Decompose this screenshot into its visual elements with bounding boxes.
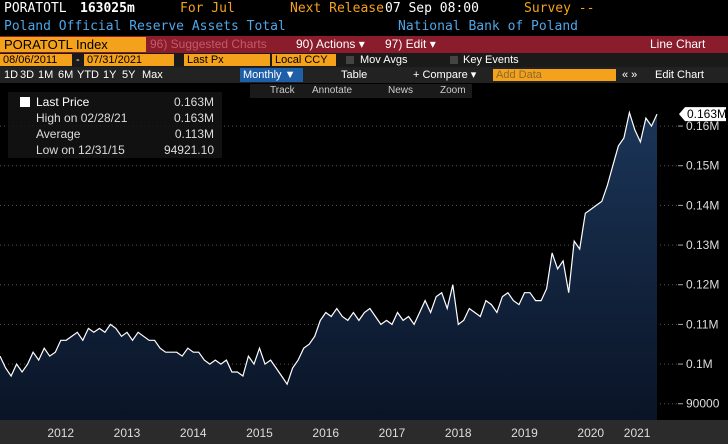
price-line [0, 110, 658, 386]
currency[interactable]: Local CCY [272, 54, 336, 66]
period-button[interactable]: Max [142, 69, 163, 81]
chart-tool[interactable]: Zoom [440, 85, 466, 96]
legend-label: Last Price [36, 95, 90, 109]
y-tick-label: 0.13M [686, 238, 719, 252]
y-tick-label: 0.11M [686, 317, 718, 331]
field[interactable]: Last Px [184, 54, 270, 66]
period-button[interactable]: 6M [58, 69, 74, 81]
chart: 90000 0.1M 0.11M 0.12M 0.13M 0.14M 0.15M 0.16M 2… [0, 107, 728, 444]
source: National Bank of Poland [398, 19, 579, 34]
y-tick-label: 0.14M [686, 198, 719, 212]
chart-tool[interactable]: News [388, 85, 414, 96]
legend-label: Average [36, 127, 81, 141]
suggested-charts[interactable]: 96) Suggested Charts [150, 37, 267, 51]
chart-tool[interactable]: Track [270, 85, 295, 96]
mov-avgs[interactable]: Mov Avgs [360, 54, 408, 66]
menu-bar: PORATOTL Index 96) Suggested Charts 90) … [0, 36, 728, 53]
x-tick-label: 2012 [47, 426, 74, 440]
y-tick-label: 0.15M [686, 159, 719, 173]
ticker: PORATOTL [4, 1, 67, 16]
security-input[interactable]: PORATOTL Index [0, 37, 146, 52]
chart-tool[interactable]: Annotate [312, 85, 353, 96]
x-tick-label: 2021 [624, 426, 651, 440]
x-tick-label: 2014 [180, 426, 207, 440]
x-tick-label: 2015 [246, 426, 273, 440]
period-button[interactable]: YTD [77, 69, 99, 81]
x-tick-label: 2018 [445, 426, 472, 440]
security-name: Poland Official Reserve Assets Total [4, 19, 286, 34]
y-tick-label: 0.12M [686, 278, 719, 292]
legend-label: High on 02/28/21 [36, 111, 128, 125]
header-row: PORATOTL 163025m For Jul Next Release 07… [0, 0, 728, 18]
chart-tools: Track Annotate News Zoom [250, 84, 472, 98]
edit-chart[interactable]: Edit Chart [655, 69, 704, 81]
legend-value: 0.163M [173, 111, 214, 125]
period-button[interactable]: 3D [20, 69, 35, 81]
x-tick-label: 2017 [379, 426, 406, 440]
next-release: 07 Sep 08:00 [385, 1, 479, 16]
checkbox[interactable] [346, 56, 354, 64]
view-name: Line Chart [650, 37, 706, 51]
table-button[interactable]: Table [341, 69, 368, 81]
date-separator: - [76, 54, 80, 66]
x-tick-label: 2019 [511, 426, 538, 440]
legend-value: 0.113M [174, 127, 214, 141]
legend: Last Price 0.163M High on 02/28/21 0.163M Av… [8, 92, 222, 158]
settings-bar: 08/06/2011 - 07/31/2021 Last Px Local CC… [0, 53, 728, 67]
last-value-tag [679, 107, 726, 122]
edit-menu[interactable]: 97) Edit ▾ [385, 37, 436, 51]
period: For Jul [180, 1, 235, 16]
add-data[interactable]: Add Data [493, 69, 616, 81]
checkbox[interactable] [450, 56, 458, 64]
x-tick-label: 2013 [114, 426, 141, 440]
x-tick-label: 2020 [577, 426, 604, 440]
end-date[interactable]: 07/31/2021 [84, 54, 174, 66]
period-button[interactable]: 1M [38, 69, 54, 81]
y-tick-label: 90000 [686, 397, 720, 411]
area-fill [0, 112, 657, 420]
period-button[interactable]: 1Y [103, 69, 117, 81]
legend-value: 94921.10 [163, 143, 214, 157]
legend-value: 0.163M [173, 95, 214, 109]
toolbar: Monthly ▼ Table + Compare ▾ Add Data « »… [0, 67, 728, 83]
scroll-buttons[interactable]: « » [622, 69, 638, 81]
survey: Survey -- [524, 1, 595, 16]
y-tick-label: 0.1M [686, 357, 713, 371]
compare-button[interactable]: + Compare ▾ [413, 69, 477, 81]
legend-swatch [20, 97, 30, 107]
period-button[interactable]: 5Y [122, 69, 136, 81]
x-tick-label: 2016 [312, 426, 339, 440]
frequency[interactable]: Monthly ▼ [240, 68, 303, 82]
start-date[interactable]: 08/06/2011 [0, 54, 72, 66]
y-tick-label: 0.16M [686, 119, 719, 133]
legend-label: Low on 12/31/15 [36, 143, 125, 157]
key-events[interactable]: Key Events [463, 54, 519, 66]
period-button[interactable]: 1D [4, 69, 19, 81]
last-value-label: 0.163M [687, 107, 727, 121]
x-axis-bar [0, 420, 728, 444]
latest-value: 163025m [80, 1, 135, 16]
actions-menu[interactable]: 90) Actions ▾ [296, 37, 365, 51]
description-row: Poland Official Reserve Assets Total Nat… [0, 18, 728, 36]
next-release-label: Next Release [290, 1, 384, 16]
